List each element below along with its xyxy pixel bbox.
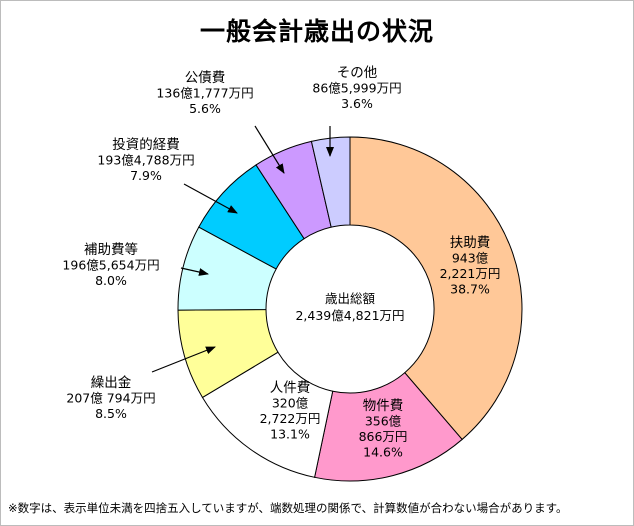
- slice-label-3-line-1: 207億 794万円: [66, 391, 155, 406]
- donut-slice-0: [349, 136, 523, 441]
- slice-label-7-line-0: その他: [337, 65, 378, 81]
- slice-label-4-line-2: 8.0%: [95, 273, 127, 288]
- slice-label-5-line-2: 7.9%: [130, 168, 162, 183]
- slice-label-2-line-3: 13.1%: [270, 427, 310, 442]
- slice-label-5-line-1: 193億4,788万円: [97, 153, 194, 168]
- slice-label-7-line-1: 86億5,999万円: [312, 81, 401, 96]
- slice-label-2-line-1: 320億: [272, 396, 309, 411]
- slice-label-3-line-0: 繰出金: [91, 375, 132, 391]
- slice-label-4-line-1: 196億5,654万円: [62, 258, 159, 273]
- slice-label-1-line-0: 物件費: [363, 398, 404, 414]
- slice-label-6-line-0: 公債費: [185, 70, 226, 86]
- slice-label-1-line-3: 14.6%: [363, 445, 403, 460]
- chart-title: 一般会計歳出の状況: [199, 17, 434, 46]
- slice-label-3-line-2: 8.5%: [95, 406, 127, 421]
- slice-label-0-line-0: 扶助費: [450, 235, 491, 251]
- center-label: 歳出総額 2,439億4,821万円: [295, 291, 404, 323]
- slice-label-0-line-2: 2,221万円: [440, 266, 501, 281]
- slice-label-4-line-0: 補助費等: [84, 241, 138, 258]
- slice-label-5-line-0: 投資的経費: [112, 137, 180, 153]
- slice-label-6-line-2: 5.6%: [189, 101, 221, 116]
- slice-label-7-line-2: 3.6%: [341, 96, 373, 111]
- slice-arrow-6: [254, 125, 285, 174]
- slice-arrow-5: [183, 183, 238, 214]
- slice-label-2-line-2: 2,722万円: [260, 411, 321, 426]
- slice-label-6-line-1: 136億1,777万円: [156, 86, 253, 101]
- slice-label-2-line-0: 人件費: [270, 380, 311, 396]
- donut-slice-7: [310, 136, 351, 228]
- center-label-amount: 2,439億4,821万円: [295, 308, 404, 323]
- slice-label-0-line-3: 38.7%: [450, 282, 490, 297]
- slice-label-0-line-1: 943億: [452, 251, 489, 266]
- center-label-name: 歳出総額: [325, 291, 376, 306]
- slice-arrow-3: [151, 346, 216, 373]
- slice-label-1-line-1: 356億: [365, 414, 402, 429]
- slice-arrow-4: [180, 267, 209, 276]
- slice-label-1-line-2: 866万円: [359, 429, 408, 444]
- footnote: ※数字は、表示単位未満を四捨五入していますが、端数処理の関係で、計算数値が合わな…: [8, 501, 568, 515]
